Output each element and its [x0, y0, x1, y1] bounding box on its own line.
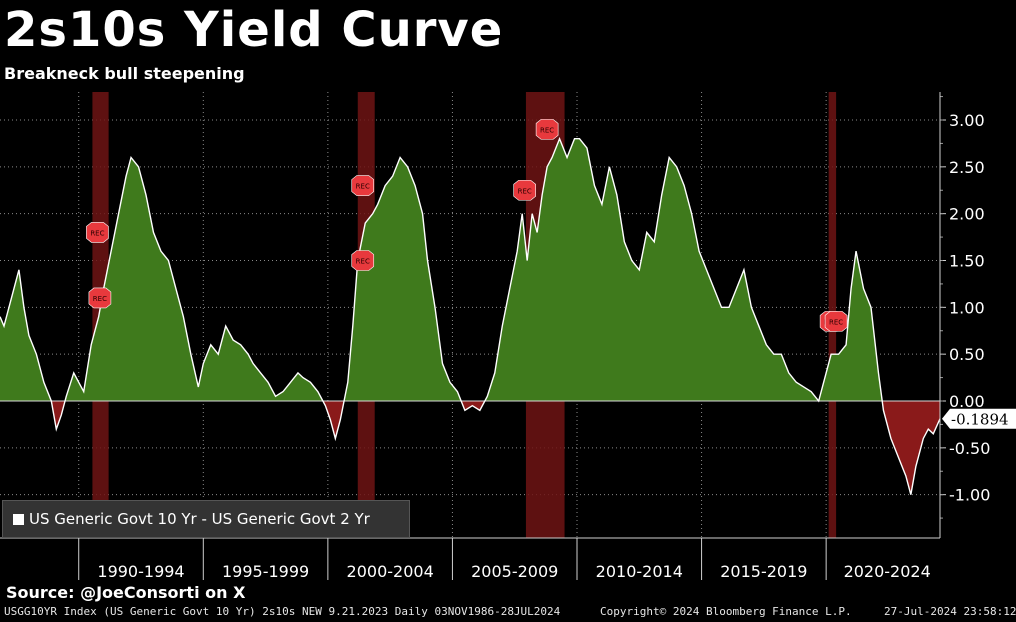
y-tick-label: 2.50 — [949, 158, 985, 177]
y-tick-label: 0.50 — [949, 345, 985, 364]
x-period-label: 2000-2004 — [347, 562, 434, 581]
rec-marker-label: REC — [829, 318, 843, 326]
rec-marker: REC — [513, 179, 536, 201]
rec-marker: REC — [86, 222, 109, 243]
x-period-label: 2015-2019 — [720, 562, 807, 581]
rec-markers: RECRECRECRECRECRECRECREC — [86, 119, 848, 332]
y-tick-label: -1.00 — [949, 486, 990, 505]
rec-marker-shape — [351, 175, 375, 196]
last-value-label: -0.1894 — [951, 411, 1009, 429]
y-tick-label: -0.50 — [949, 439, 990, 458]
y-tick-label: 2.00 — [949, 205, 985, 224]
rec-marker-shape — [535, 119, 559, 140]
x-period-label: 1990-1994 — [97, 562, 184, 581]
rec-marker-shape — [88, 287, 112, 309]
rec-marker-shape — [824, 311, 848, 332]
legend: US Generic Govt 10 Yr - US Generic Govt … — [2, 500, 410, 538]
x-period-label: 2010-2014 — [596, 562, 683, 581]
area-layer — [0, 138, 940, 495]
x-period-label: 2005-2009 — [471, 562, 558, 581]
y-tick-label: 1.00 — [949, 298, 985, 317]
rec-marker: REC — [351, 175, 375, 196]
rec-marker: REC — [351, 250, 375, 271]
x-period-label: 1995-1999 — [222, 562, 309, 581]
rec-marker: REC — [535, 119, 559, 140]
rec-marker-label: REC — [93, 295, 107, 303]
y-tick-label: 3.00 — [949, 111, 985, 130]
source-credit: Source: @JoeConsorti on X — [6, 583, 246, 602]
series-line — [0, 136, 941, 495]
chart-subtitle: Breakneck bull steepening — [4, 64, 245, 83]
line-layer — [0, 136, 941, 495]
y-tick-label: 1.50 — [949, 252, 985, 271]
copyright: Copyright© 2024 Bloomberg Finance L.P. — [600, 605, 852, 618]
rec-marker: REC — [824, 311, 848, 332]
rec-marker-label: REC — [356, 183, 370, 191]
x-period-label: 2020-2024 — [844, 562, 931, 581]
rec-marker-label: REC — [356, 258, 370, 266]
rec-marker-shape — [86, 222, 109, 243]
rec-marker-label: REC — [540, 126, 554, 134]
legend-swatch — [13, 514, 24, 525]
y-tick-label: 0.00 — [949, 392, 985, 411]
last-value-box — [942, 408, 1016, 429]
last-value-callout: -0.1894 — [942, 408, 1016, 429]
rec-marker-shape — [513, 179, 536, 201]
rec-marker-label: REC — [518, 187, 532, 195]
positive-area — [0, 138, 940, 401]
rec-marker-shape — [351, 250, 375, 271]
rec-marker-label: REC — [90, 229, 104, 237]
legend-label: US Generic Govt 10 Yr - US Generic Govt … — [29, 510, 370, 528]
chart-title: 2s10s Yield Curve — [4, 2, 504, 58]
timestamp: 27-Jul-2024 23:58:12 — [884, 605, 1016, 618]
index-info: USGG10YR Index (US Generic Govt 10 Yr) 2… — [4, 605, 561, 618]
rec-marker: REC — [88, 287, 112, 309]
axis-layer: 3.00 2.50 2.00 1.50 1.00 0.50 0.00 -0.50 -1.00 19… — [0, 92, 1016, 581]
